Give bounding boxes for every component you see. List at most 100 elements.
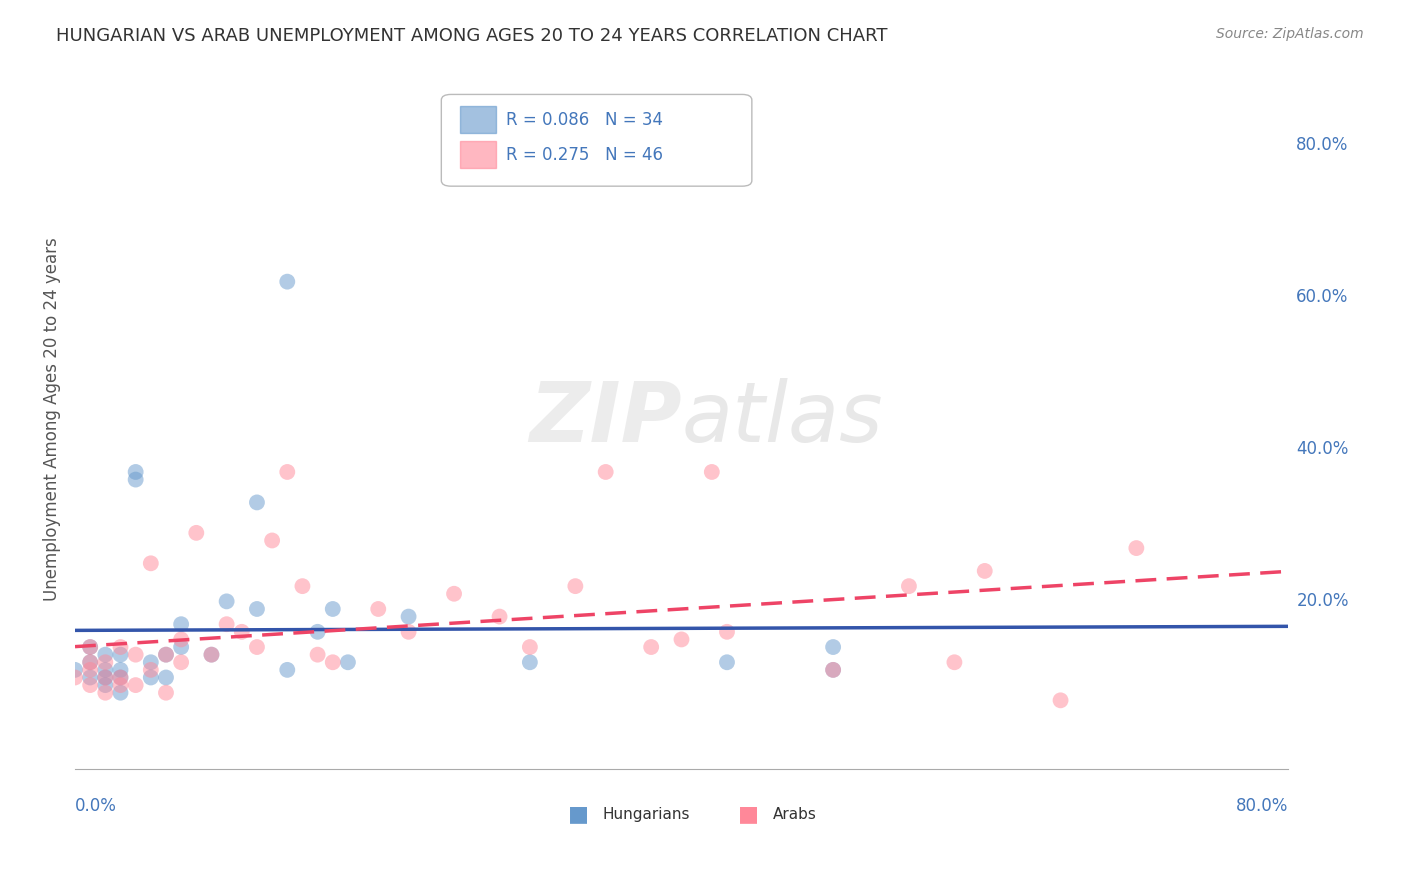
Point [200, 648, 222, 662]
Point [79, 640, 101, 654]
Point [155, 686, 177, 700]
Point [943, 655, 966, 669]
Point [322, 602, 344, 616]
Point [443, 587, 465, 601]
Point [215, 617, 238, 632]
Point [276, 663, 298, 677]
Point [367, 602, 389, 616]
Point [124, 648, 146, 662]
Text: 60.0%: 60.0% [1296, 288, 1348, 306]
Point [94, 655, 117, 669]
Point [246, 602, 269, 616]
Point [215, 594, 238, 608]
Point [291, 579, 314, 593]
Point [716, 624, 738, 639]
Point [186, 525, 208, 540]
Y-axis label: Unemployment Among Ages 20 to 24 years: Unemployment Among Ages 20 to 24 years [44, 236, 60, 600]
Point [94, 671, 117, 685]
Text: HUNGARIAN VS ARAB UNEMPLOYMENT AMONG AGES 20 TO 24 YEARS CORRELATION CHART: HUNGARIAN VS ARAB UNEMPLOYMENT AMONG AGE… [56, 27, 887, 45]
Text: 80.0%: 80.0% [1236, 797, 1288, 815]
Text: atlas: atlas [682, 378, 883, 459]
Point [155, 648, 177, 662]
Point [94, 663, 117, 677]
Point [823, 640, 845, 654]
Text: 40.0%: 40.0% [1296, 440, 1348, 458]
Point [307, 648, 329, 662]
Point [110, 663, 132, 677]
Point [246, 640, 269, 654]
Point [519, 655, 541, 669]
Text: Source: ZipAtlas.com: Source: ZipAtlas.com [1216, 27, 1364, 41]
Point [170, 632, 193, 647]
Bar [460, 106, 496, 133]
Point [276, 275, 298, 289]
Point [139, 663, 162, 677]
Point [716, 655, 738, 669]
Point [246, 495, 269, 509]
Point [124, 465, 146, 479]
Point [897, 579, 920, 593]
Point [94, 686, 117, 700]
Point [700, 465, 723, 479]
FancyBboxPatch shape [441, 95, 752, 186]
Point [1049, 693, 1071, 707]
Point [155, 648, 177, 662]
Point [231, 624, 253, 639]
Text: ZIP: ZIP [529, 378, 682, 459]
Point [79, 655, 101, 669]
Point [79, 640, 101, 654]
Point [640, 640, 662, 654]
Point [170, 617, 193, 632]
Point [110, 671, 132, 685]
Point [79, 671, 101, 685]
Point [139, 557, 162, 571]
Bar [460, 141, 496, 168]
Point [276, 465, 298, 479]
Point [79, 655, 101, 669]
Point [671, 632, 693, 647]
Point [488, 609, 510, 624]
Point [823, 663, 845, 677]
Point [110, 678, 132, 692]
Point [110, 640, 132, 654]
Point [139, 671, 162, 685]
Point [519, 640, 541, 654]
Point [322, 655, 344, 669]
Point [110, 686, 132, 700]
Point [63, 671, 86, 685]
Point [336, 655, 359, 669]
Point [94, 648, 117, 662]
Point [155, 671, 177, 685]
Point [63, 663, 86, 677]
Point [398, 609, 420, 624]
Point [1125, 541, 1147, 555]
Point [170, 640, 193, 654]
Point [124, 473, 146, 487]
Point [94, 678, 117, 692]
Point [262, 533, 284, 548]
Text: ■: ■ [738, 805, 759, 824]
Point [823, 663, 845, 677]
Text: 0.0%: 0.0% [75, 797, 117, 815]
Text: Hungarians: Hungarians [603, 807, 690, 822]
Point [564, 579, 586, 593]
Text: 20.0%: 20.0% [1296, 592, 1348, 610]
Point [307, 624, 329, 639]
Point [94, 671, 117, 685]
Text: Arabs: Arabs [772, 807, 817, 822]
Text: ■: ■ [568, 805, 589, 824]
Point [170, 655, 193, 669]
Text: R = 0.275   N = 46: R = 0.275 N = 46 [506, 145, 662, 163]
Text: 80.0%: 80.0% [1296, 136, 1348, 153]
Point [973, 564, 995, 578]
Point [595, 465, 617, 479]
Point [79, 678, 101, 692]
Point [398, 624, 420, 639]
Point [124, 678, 146, 692]
Point [200, 648, 222, 662]
Point [110, 648, 132, 662]
Point [79, 663, 101, 677]
Text: R = 0.086   N = 34: R = 0.086 N = 34 [506, 111, 662, 128]
Point [110, 671, 132, 685]
Point [139, 655, 162, 669]
